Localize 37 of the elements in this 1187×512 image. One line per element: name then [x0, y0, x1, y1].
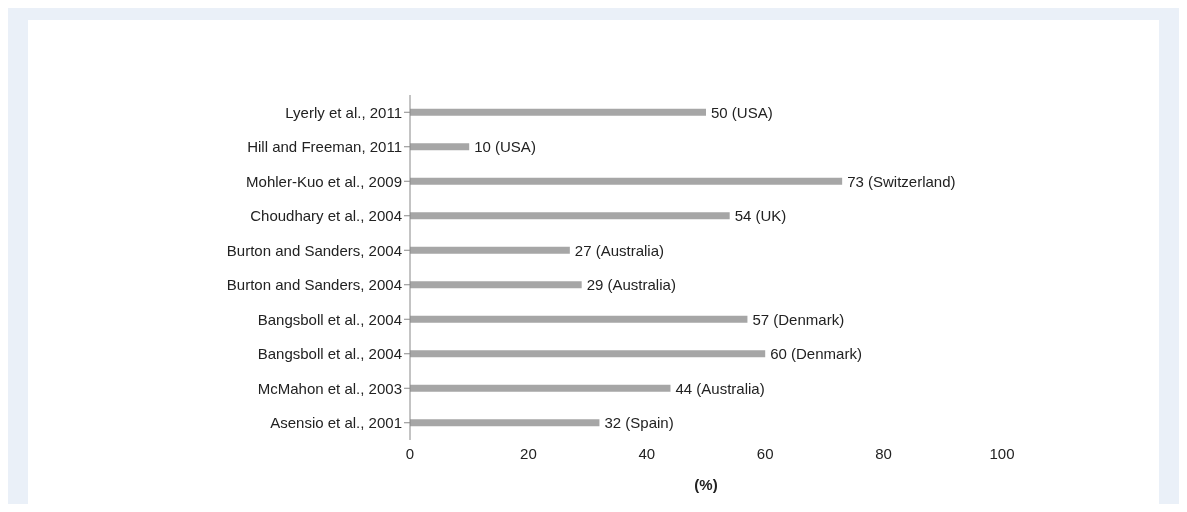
x-tick-label: 60 [756, 444, 774, 462]
data-label: 27 (Australia) [574, 241, 665, 259]
bar [410, 108, 706, 116]
x-tick-label: 20 [520, 444, 537, 462]
bar [410, 350, 766, 358]
data-label: 73 (Switzerland) [847, 172, 956, 190]
data-label: 44 (Australia) [675, 379, 765, 397]
y-tick-label: Bangsboll et al., 2004 [257, 310, 402, 328]
bar [410, 246, 570, 254]
y-tick-label: Asensio et al., 2001 [270, 414, 402, 432]
data-label: 32 (Spain) [604, 414, 674, 432]
bar [410, 212, 730, 220]
y-tick-label: Bangsboll et al., 2004 [257, 345, 402, 363]
y-tick-label: Burton and Sanders, 2004 [226, 276, 402, 294]
y-tick-label: McMahon et al., 2003 [257, 379, 402, 397]
bar [410, 419, 600, 427]
bar [410, 143, 470, 151]
x-tick-label: 100 [989, 444, 1015, 462]
y-tick-label: Choudhary et al., 2004 [250, 207, 402, 225]
data-label: 10 (USA) [474, 138, 536, 156]
data-label: 60 (Denmark) [770, 345, 862, 363]
data-label: 54 (UK) [734, 207, 787, 225]
x-axis-title: (%) [694, 476, 718, 493]
bar [410, 281, 582, 289]
bar [410, 315, 748, 323]
y-tick-label: Mohler-Kuo et al., 2009 [246, 172, 402, 190]
bar [410, 384, 671, 392]
y-tick-label: Hill and Freeman, 2011 [247, 138, 402, 156]
y-tick-label: Lyerly et al., 2011 [285, 103, 402, 121]
y-tick-label: Burton and Sanders, 2004 [226, 241, 402, 259]
x-tick-label: 0 [405, 444, 415, 462]
data-label: 57 (Denmark) [752, 310, 845, 328]
x-tick-label: 80 [875, 444, 892, 462]
data-label: 29 (Australia) [586, 276, 676, 294]
data-label: 50 (USA) [711, 103, 773, 121]
bar [410, 177, 843, 185]
x-tick-label: 40 [638, 444, 656, 462]
